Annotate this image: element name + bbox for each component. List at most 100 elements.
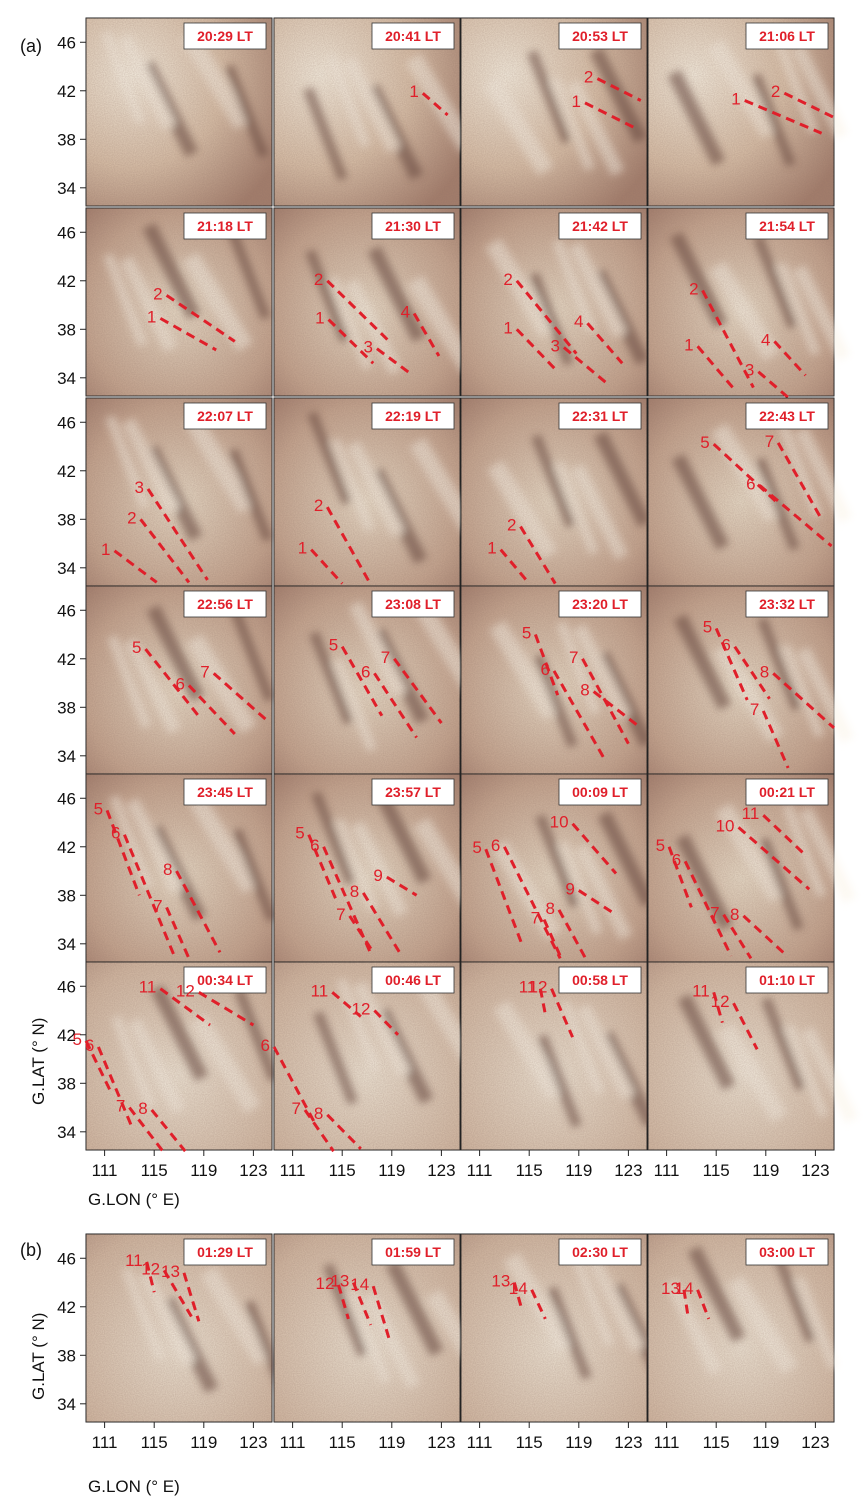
wave-band-label: 2: [689, 279, 698, 298]
timestamp-text: 23:20 LT: [572, 596, 628, 612]
wave-band-line: [562, 346, 608, 384]
x-tick-label: 111: [654, 1433, 680, 1452]
wave-band-label: 6: [672, 850, 681, 869]
wave-band-label: 8: [580, 681, 589, 700]
wave-band-label: 1: [298, 539, 307, 558]
wave-band-line: [386, 875, 418, 897]
wave-band-label: 11: [125, 1251, 143, 1270]
wave-band-line: [712, 991, 724, 1024]
wave-band-label: 2: [314, 270, 323, 289]
timestamp-badge: 21:42 LT: [558, 212, 642, 240]
wave-band-line: [667, 846, 693, 908]
timestamp-text: 22:19 LT: [385, 408, 441, 424]
y-tick-label: 46: [57, 413, 76, 432]
wave-band-line: [123, 834, 177, 959]
timestamp-text: 21:18 LT: [197, 218, 253, 234]
wave-band-line: [758, 484, 833, 548]
wave-band-line: [187, 684, 236, 736]
timestamp-text: 01:10 LT: [759, 972, 815, 988]
y-tick-label: 46: [57, 33, 76, 52]
wave-band-line: [696, 345, 736, 391]
x-tick-label: 115: [329, 1161, 356, 1180]
wave-band-label: 7: [153, 896, 162, 915]
x-tick-label: 123: [239, 1161, 267, 1180]
wave-band-line: [146, 488, 209, 581]
wave-band-label: 3: [363, 338, 372, 357]
wave-band-label: 8: [350, 882, 359, 901]
wave-band-label: 5: [329, 636, 338, 655]
timestamp-text: 20:53 LT: [572, 28, 628, 44]
wave-band-line: [538, 988, 547, 1015]
wave-band-label: 2: [584, 68, 593, 87]
image-cell: 22:07 LT 3 21: [85, 397, 273, 587]
image-cell: 21:54 LT 2 4 1 3: [647, 207, 851, 401]
wave-band-label: 14: [350, 1275, 369, 1294]
wave-band-label: 5: [132, 638, 141, 657]
wave-band-label: 11: [742, 804, 760, 823]
timestamp-text: 01:59 LT: [385, 1244, 441, 1260]
timestamp-badge: 22:07 LT: [183, 402, 267, 430]
wave-band-line: [550, 988, 574, 1038]
timestamp-text: 20:29 LT: [197, 28, 253, 44]
wave-band-line: [331, 991, 362, 1018]
wave-band-label: 8: [314, 1104, 323, 1123]
wave-band-line: [530, 1289, 547, 1320]
timestamp-badge: 22:19 LT: [371, 402, 455, 430]
y-tick-label: 38: [57, 130, 76, 149]
x-tick-label: 115: [141, 1433, 168, 1452]
timestamp-badge: 00:58 LT: [558, 966, 642, 994]
wave-band-label: 2: [503, 270, 512, 289]
x-tick-label: 119: [378, 1161, 405, 1180]
wave-band-line: [732, 1002, 759, 1051]
timestamp-text: 21:42 LT: [572, 218, 628, 234]
x-tick-label: 119: [752, 1433, 779, 1452]
wave-band-label: 2: [314, 496, 323, 515]
wave-band-label: 1: [487, 539, 496, 558]
wave-band-line: [577, 889, 617, 916]
wave-band-line: [373, 1009, 400, 1036]
y-tick-label: 34: [57, 369, 76, 388]
wave-band-label: 12: [352, 1000, 371, 1019]
wave-band-label: 5: [94, 799, 103, 818]
timestamp-text: 22:43 LT: [759, 408, 815, 424]
wave-band-label: 12: [529, 978, 548, 997]
wave-band-label: 1: [147, 307, 156, 326]
wave-band-label: 8: [545, 899, 554, 918]
wave-band-line: [714, 627, 749, 701]
wave-band-label: 7: [381, 648, 390, 667]
wave-band-label: 4: [761, 330, 770, 349]
wave-band-line: [113, 549, 158, 584]
wave-band-line: [326, 1113, 362, 1150]
wave-band-line: [762, 814, 805, 854]
y-tick-label: 42: [57, 650, 76, 669]
panel-a-label: (a): [20, 36, 42, 56]
wave-band-label: 6: [175, 674, 184, 693]
wave-band-line: [165, 294, 236, 343]
wave-band-line: [412, 312, 441, 357]
timestamp-badge: 23:57 LT: [371, 778, 455, 806]
timestamp-badge: 22:31 LT: [558, 402, 642, 430]
y-tick-label: 42: [57, 82, 76, 101]
wave-band-line: [503, 846, 562, 960]
wave-band-label: 7: [765, 432, 774, 451]
wave-band-line: [742, 914, 786, 955]
x-tick-label: 123: [801, 1433, 829, 1452]
y-tick-label: 42: [57, 272, 76, 291]
timestamp-text: 00:34 LT: [197, 972, 253, 988]
wave-band-line: [421, 92, 449, 117]
x-tick-label: 111: [280, 1161, 306, 1180]
x-tick-label: 123: [427, 1433, 455, 1452]
wave-band-line: [150, 1109, 187, 1153]
x-tick-label: 119: [565, 1433, 592, 1452]
image-cell: 21:30 LT 2 4 1 3: [273, 207, 478, 397]
wave-band-label: 8: [138, 1099, 147, 1118]
wave-band-line: [701, 289, 755, 389]
timestamp-text: 21:30 LT: [385, 218, 441, 234]
wave-band-label: 7: [116, 1097, 125, 1116]
wave-band-line: [484, 848, 524, 945]
y-tick-label: 38: [57, 510, 76, 529]
wave-band-line: [145, 1261, 156, 1293]
wave-band-line: [592, 690, 642, 730]
